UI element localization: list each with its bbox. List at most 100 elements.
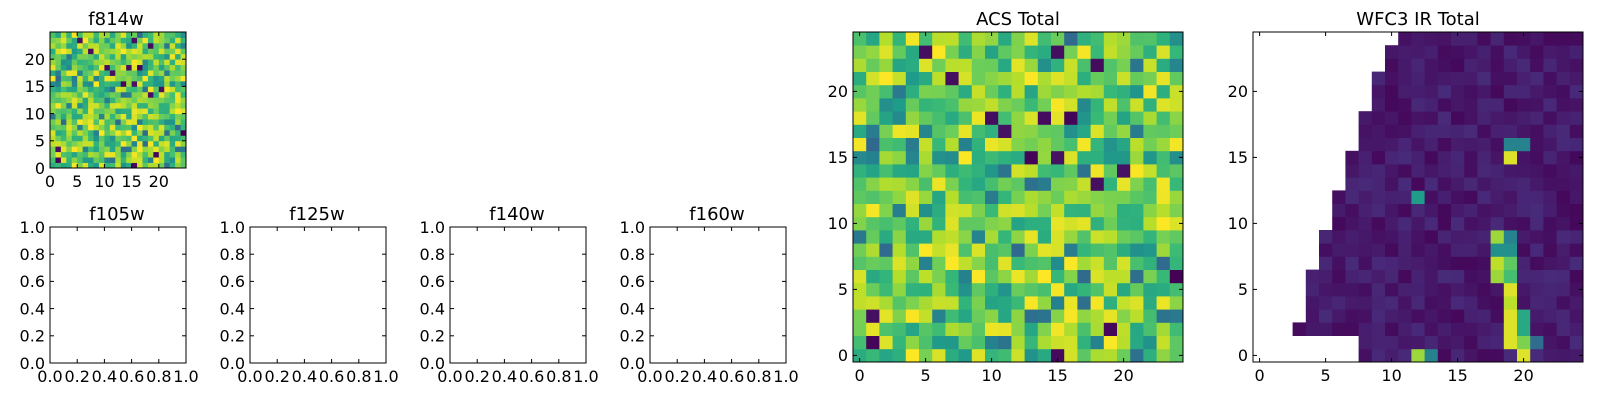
f125w-xtick-label: 0.6 (319, 367, 344, 386)
acs-total-cell (998, 58, 1012, 72)
wfc3-ir-total-cell (1398, 256, 1412, 270)
f814w-cell (120, 108, 127, 114)
wfc3-ir-total-cell (1371, 296, 1386, 310)
wfc3-ir-total-cell (1543, 45, 1557, 59)
wfc3-ir-total-cell (1358, 256, 1373, 270)
f814w-cell (88, 129, 94, 136)
f105w-ytick-label: 0.4 (20, 299, 45, 318)
acs-total-cell (1156, 58, 1171, 72)
acs-total-cell (945, 177, 959, 191)
f814w-cell (50, 162, 56, 169)
f814w-cell (50, 97, 56, 104)
f814w-cell (147, 42, 154, 49)
wfc3-ir-total-cell (1411, 124, 1425, 138)
wfc3-ir-total-cell (1556, 58, 1571, 72)
wfc3-ir-total-cell (1517, 111, 1531, 125)
acs-total-cell (945, 137, 959, 152)
wfc3-ir-total-cell (1464, 282, 1478, 297)
f814w-cell (142, 48, 149, 55)
acs-total-cell (1156, 45, 1171, 59)
wfc3-ir-total-cell (1358, 348, 1373, 363)
acs-total-cell (1103, 164, 1118, 178)
acs-total-cell (866, 256, 880, 270)
f814w-cell (109, 113, 116, 120)
wfc3-ir-total-cell (1556, 84, 1571, 99)
wfc3-ir-total-cell (1569, 256, 1584, 270)
acs-total-cell (958, 282, 973, 297)
f814w-cell (147, 80, 154, 87)
acs-total-cell (971, 58, 986, 72)
acs-total-cell (1169, 216, 1184, 231)
acs-total-cell (1024, 98, 1039, 112)
acs-total-cell (1064, 269, 1078, 284)
f140w-xtick-label: 0.2 (464, 367, 489, 386)
f814w-cell (131, 59, 138, 66)
acs-total-cell (1130, 137, 1144, 152)
f814w-cell (60, 97, 67, 104)
f814w-cell (71, 151, 78, 158)
f814w-cell (126, 157, 132, 163)
acs-total-cell (985, 309, 999, 323)
acs-total-cell (1130, 32, 1144, 46)
f814w-cell (109, 162, 116, 169)
wfc3-ir-total-cell (1543, 309, 1557, 323)
f160w-xtick-label: 0.0 (637, 367, 662, 386)
f814w-cell (126, 37, 132, 44)
f814w-cell (66, 64, 73, 71)
f814w-cell (50, 140, 56, 147)
f814w-cell (98, 42, 105, 49)
wfc3-ir-total-cell (1477, 322, 1491, 336)
f814w-cell (77, 37, 84, 44)
f814w-cell (60, 124, 67, 131)
acs-total-cell (1051, 216, 1065, 231)
acs-total-cell (919, 84, 933, 99)
acs-total-cell (998, 190, 1012, 204)
wfc3-ir-total-cell (1437, 348, 1452, 363)
f814w-cell (169, 162, 176, 169)
wfc3-ir-total-cell (1451, 98, 1465, 112)
f814w-cell (55, 70, 62, 76)
wfc3-ir-total-cell (1358, 230, 1373, 244)
f814w-cell (153, 75, 160, 82)
f814w-cell (71, 53, 78, 60)
f814w-cell (126, 102, 132, 109)
f814w-cell (88, 37, 94, 44)
wfc3-ir-total-cell (1477, 190, 1491, 204)
f814w-cell (153, 48, 160, 55)
acs-total-cell (1103, 32, 1118, 46)
wfc3-ir-total-cell (1477, 269, 1491, 284)
f814w-cell (50, 91, 56, 98)
acs-total-cell (958, 71, 973, 86)
wfc3-ir-total-cell (1569, 322, 1584, 336)
acs-total-cell (971, 177, 986, 191)
acs-total-cell (1169, 335, 1184, 350)
f814w-cell (137, 102, 143, 109)
f814w-cell (98, 75, 105, 82)
wfc3-ir-total-cell (1543, 216, 1557, 231)
acs-total-cell (1077, 322, 1091, 336)
acs-total-cell (1011, 256, 1025, 270)
acs-total-cell (879, 190, 893, 204)
wfc3-ir-total-cell (1556, 190, 1571, 204)
f814w-cell (60, 48, 67, 55)
acs-total-cell (1064, 84, 1078, 99)
acs-total-cell (932, 348, 946, 363)
wfc3-ir-total-cell (1530, 243, 1544, 257)
f814w-cell (131, 113, 138, 120)
acs-total-cell (1117, 84, 1131, 99)
acs-total-cell (1011, 335, 1025, 350)
f105w-panel: f105w 0.0 0.2 0.4 0.6 0.8 1.00.00.20.40.60.81… (20, 204, 199, 386)
wfc3-ir-total-cell (1569, 190, 1584, 204)
f160w-xtick-label: 0.6 (719, 367, 744, 386)
wfc3-ir-total-cell (1464, 203, 1478, 218)
wfc3-ir-total-cell (1530, 150, 1544, 165)
f814w-cell (66, 135, 73, 142)
f814w-cell (175, 75, 181, 82)
f814w-cell (77, 70, 84, 76)
f814w-cell (169, 91, 176, 98)
acs-total-cell (1024, 190, 1039, 204)
f814w-cell (131, 75, 138, 82)
f814w-cell (142, 157, 149, 163)
acs-total-cell (932, 322, 946, 336)
